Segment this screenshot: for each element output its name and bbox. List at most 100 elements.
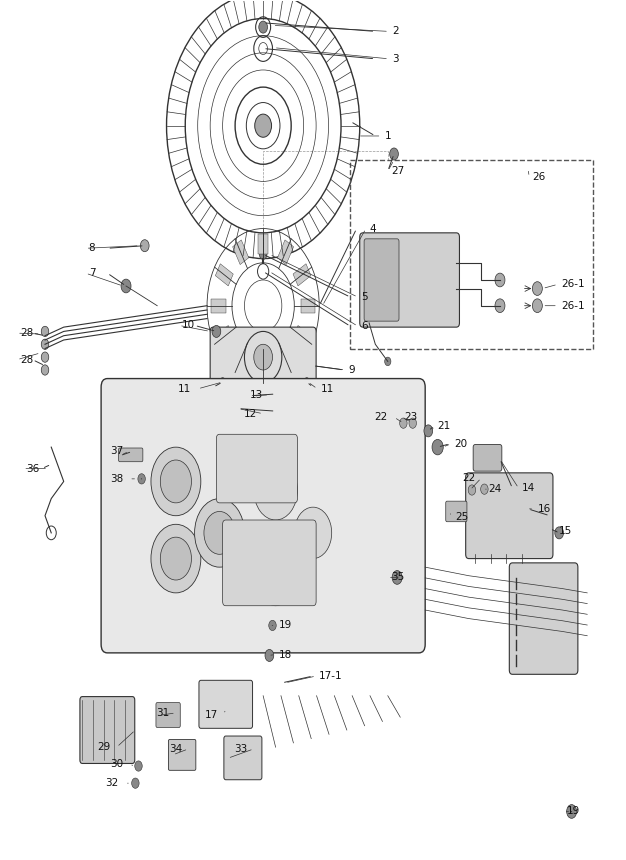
- Text: 37: 37: [110, 446, 123, 457]
- Circle shape: [532, 282, 542, 296]
- FancyBboxPatch shape: [80, 697, 135, 764]
- Circle shape: [409, 418, 416, 428]
- Text: 24: 24: [489, 484, 502, 494]
- Circle shape: [140, 240, 149, 252]
- FancyBboxPatch shape: [210, 327, 316, 387]
- Text: 18: 18: [279, 649, 292, 660]
- Circle shape: [389, 148, 398, 160]
- Text: 2: 2: [392, 27, 399, 36]
- Text: 38: 38: [110, 474, 123, 484]
- Circle shape: [151, 447, 201, 516]
- Circle shape: [131, 778, 139, 789]
- Circle shape: [294, 507, 332, 559]
- Text: 27: 27: [391, 166, 404, 176]
- Text: 25: 25: [455, 512, 468, 521]
- Text: 19: 19: [279, 620, 292, 630]
- Circle shape: [135, 761, 142, 771]
- Text: 26: 26: [532, 172, 546, 182]
- FancyBboxPatch shape: [510, 562, 578, 674]
- Bar: [293, 264, 311, 286]
- Circle shape: [195, 499, 244, 567]
- Circle shape: [41, 326, 49, 336]
- FancyBboxPatch shape: [101, 378, 425, 653]
- Text: 30: 30: [110, 759, 123, 770]
- Text: 1: 1: [384, 131, 391, 141]
- Circle shape: [259, 249, 267, 260]
- Text: 5: 5: [361, 292, 367, 302]
- Text: 8: 8: [89, 243, 95, 253]
- Circle shape: [41, 352, 49, 362]
- Text: 23: 23: [404, 412, 418, 422]
- Text: 35: 35: [391, 573, 404, 582]
- Text: 22: 22: [462, 473, 475, 483]
- Bar: [277, 347, 294, 372]
- Text: 4: 4: [369, 224, 376, 234]
- Text: 36: 36: [26, 464, 39, 474]
- Circle shape: [247, 390, 254, 401]
- Bar: [293, 325, 311, 347]
- Text: 11: 11: [321, 384, 334, 394]
- FancyBboxPatch shape: [446, 501, 467, 522]
- Text: 7: 7: [89, 268, 95, 278]
- Text: 3: 3: [392, 54, 399, 64]
- Text: 15: 15: [559, 526, 572, 536]
- Circle shape: [259, 22, 267, 33]
- Text: 12: 12: [244, 408, 257, 419]
- FancyBboxPatch shape: [224, 736, 262, 780]
- Bar: [215, 325, 233, 347]
- Circle shape: [160, 538, 192, 580]
- Bar: [258, 357, 268, 378]
- Circle shape: [265, 649, 274, 661]
- Circle shape: [254, 344, 272, 370]
- Circle shape: [384, 357, 391, 366]
- Circle shape: [269, 620, 276, 630]
- Text: 19: 19: [567, 807, 580, 816]
- Circle shape: [255, 114, 272, 138]
- Bar: [277, 240, 294, 265]
- Circle shape: [532, 298, 542, 312]
- Circle shape: [138, 474, 145, 484]
- Bar: [258, 234, 268, 255]
- Circle shape: [481, 484, 488, 494]
- Circle shape: [41, 339, 49, 349]
- Text: 34: 34: [169, 744, 182, 754]
- Bar: [215, 264, 233, 286]
- Text: 14: 14: [522, 483, 535, 494]
- Bar: [300, 298, 316, 312]
- Text: 16: 16: [537, 504, 551, 514]
- Circle shape: [432, 439, 443, 455]
- Circle shape: [220, 378, 226, 386]
- Circle shape: [260, 562, 291, 605]
- Circle shape: [392, 570, 402, 584]
- Circle shape: [567, 805, 577, 819]
- Text: 26-1: 26-1: [561, 301, 585, 310]
- Text: 13: 13: [250, 390, 263, 400]
- Circle shape: [424, 425, 433, 437]
- FancyBboxPatch shape: [360, 233, 459, 327]
- FancyBboxPatch shape: [156, 703, 180, 728]
- Text: 31: 31: [156, 708, 170, 718]
- Circle shape: [151, 525, 201, 593]
- Circle shape: [555, 527, 563, 539]
- Bar: [211, 298, 226, 312]
- Bar: [233, 240, 249, 265]
- Circle shape: [160, 460, 192, 503]
- Circle shape: [41, 365, 49, 375]
- Circle shape: [495, 298, 505, 312]
- Circle shape: [121, 280, 131, 293]
- Text: 17: 17: [205, 710, 218, 720]
- Circle shape: [212, 325, 221, 337]
- Text: 28: 28: [20, 329, 33, 338]
- Text: 28: 28: [20, 354, 33, 365]
- Text: 10: 10: [182, 321, 195, 330]
- FancyBboxPatch shape: [217, 434, 297, 503]
- FancyBboxPatch shape: [118, 448, 143, 462]
- Text: 11: 11: [178, 384, 192, 394]
- FancyBboxPatch shape: [223, 520, 316, 605]
- Circle shape: [204, 512, 235, 555]
- Text: 26-1: 26-1: [561, 280, 585, 289]
- Text: 9: 9: [349, 365, 355, 375]
- Circle shape: [304, 378, 310, 386]
- Text: 29: 29: [97, 742, 110, 752]
- Circle shape: [399, 418, 407, 428]
